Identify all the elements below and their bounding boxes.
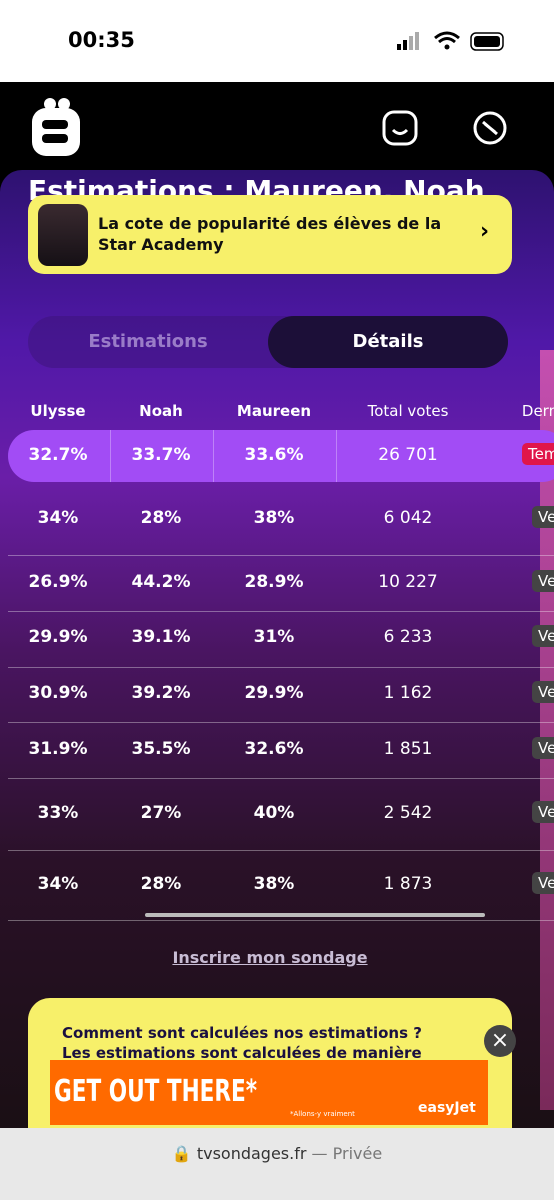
banner[interactable]: La cote de popularité des élèves de la S… [28,195,512,274]
url[interactable]: 🔒 tvsondages.fr — Privée [171,1144,383,1163]
table-cell: 31% [253,627,295,647]
table-cell: 33% [37,803,79,823]
table-cell: 6 233 [383,627,433,647]
scrollbar [145,913,485,917]
status-badge: Ve [532,570,554,592]
table-cell: 28.9% [244,572,304,592]
row-separator [8,667,554,668]
table-cell: 28% [140,874,182,894]
logo[interactable] [28,96,88,162]
table-cell: 6 042 [383,508,433,528]
table-cell: 29.9% [244,683,304,703]
ad-headline: GET OUT THERE* [54,1074,258,1109]
profile-icon[interactable] [382,110,418,146]
status-icons [397,31,504,51]
tab-active[interactable]: Détails [268,316,508,368]
table-cell: 31.9% [28,739,88,759]
app-header [0,82,554,172]
table-cell: 1 851 [383,739,433,759]
url-bar: 🔒 tvsondages.fr — Privée [0,1128,554,1200]
ad-brand: easyJet [418,1100,476,1116]
row-separator [8,920,554,921]
table-cell: 1 873 [383,874,433,894]
table-cell: 29.9% [28,627,88,647]
table-cell: 2 542 [383,803,433,823]
status-badge: Ve [532,681,554,703]
chevron: › [480,219,490,244]
table-cell: 26 701 [378,445,438,465]
content: Estimations : Maureen, Noah Estimations … [0,170,554,1130]
column-header: Noah [139,402,183,420]
row-separator [8,722,554,723]
table-cell: 33.6% [244,445,304,465]
table-cell: 33.7% [131,445,191,465]
status-badge: Ve [532,625,554,647]
row-separator [8,778,554,779]
tabs: Estimations Détails [28,316,508,368]
domain: tvsondages.fr [196,1144,307,1163]
banner-image [38,204,88,266]
row-divider [336,430,337,482]
status-badge: Ve [532,506,554,528]
row-separator [8,611,554,612]
time: 00:35 [68,28,135,52]
column-header: Total votes [367,402,449,420]
status-badge: Ve [532,801,554,823]
link[interactable]: Inscrire mon sondage [172,948,368,967]
column-header: Dern [521,402,554,420]
table-cell: 26.9% [28,572,88,592]
explore-icon[interactable] [472,110,508,146]
status-bar: 00:35 [0,0,554,82]
tab-label: Détails [352,331,424,352]
table-cell: 27% [140,803,182,823]
table-cell: 34% [37,508,79,528]
highlight-row [8,430,554,482]
table-cell: 34% [37,874,79,894]
table-cell: 28% [140,508,182,528]
status-badge: Ve [532,737,554,759]
status-badge: Tem [522,443,554,465]
column-header: Ulysse [30,402,86,420]
table-cell: 35.5% [131,739,191,759]
tab[interactable]: Estimations [88,331,208,352]
table-cell: 38% [253,508,295,528]
status-badge: Ve [532,872,554,894]
column-header: Maureen [236,402,312,420]
ad[interactable]: GET OUT THERE* *Allons-y vraiment easyJe… [50,1060,488,1125]
info-title: Comment sont calculées nos estimations ? [62,1024,422,1042]
table-cell: 44.2% [131,572,191,592]
row-divider [213,430,214,482]
table-cell: 10 227 [378,572,438,592]
table-cell: 32.6% [244,739,304,759]
info-text: Les estimations sont calculées de manièr… [62,1044,422,1062]
table-cell: 40% [253,803,295,823]
row-separator [8,555,554,556]
scroll-edge [540,350,554,1110]
table-cell: 30.9% [28,683,88,703]
ad-small: *Allons-y vraiment [290,1110,355,1118]
table-cell: 32.7% [28,445,88,465]
row-divider [110,430,111,482]
table-cell: 38% [253,874,295,894]
close-ad[interactable]: × [484,1025,516,1057]
table-cell: 39.2% [131,683,191,703]
banner-text: La cote de popularité des élèves de la S… [98,214,442,254]
table-cell: 1 162 [383,683,433,703]
mode: — Privée [311,1144,383,1163]
row-separator [8,850,554,851]
table-cell: 39.1% [131,627,191,647]
table: Ulysse Noah Maureen Total votes Dern 32.7% 33.… [0,170,554,1130]
